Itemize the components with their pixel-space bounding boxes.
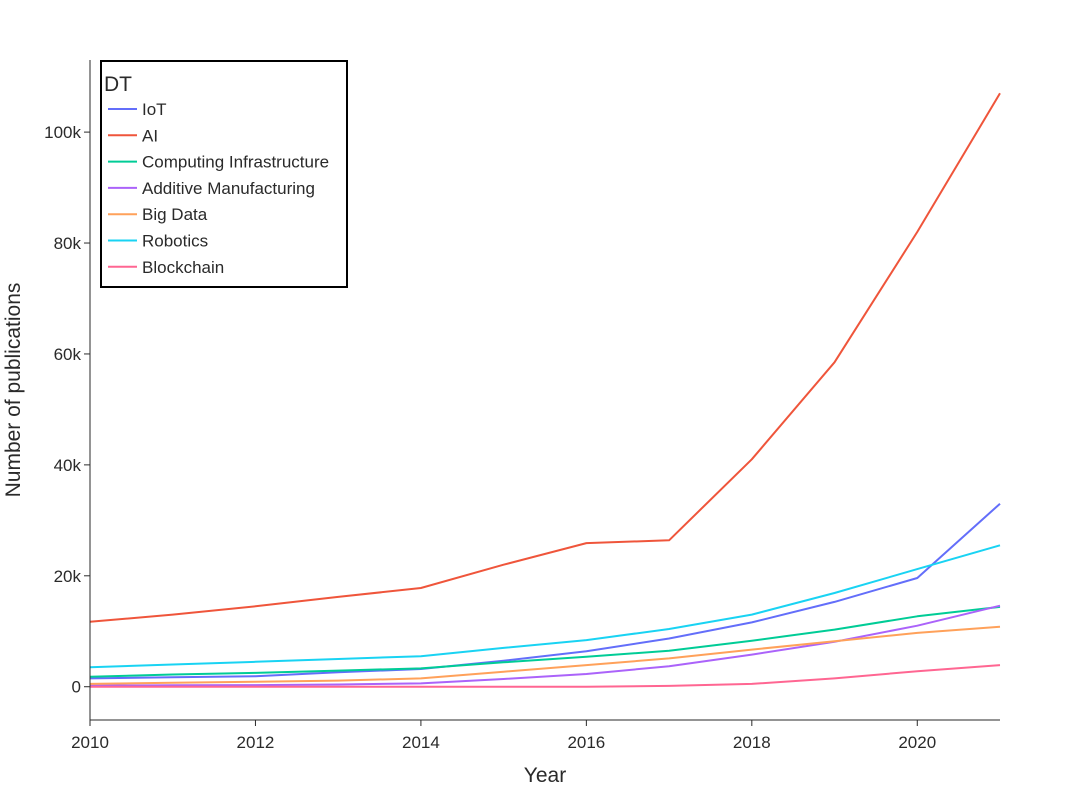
- series-line-iot: [89, 502, 1001, 680]
- legend-label-computing-infrastructure: Computing Infrastructure: [142, 153, 329, 172]
- x-axis-title: Year: [524, 764, 566, 787]
- x-tick-label: 2016: [567, 733, 605, 752]
- series-line-blockchain: [90, 664, 1001, 688]
- series-line-robotics: [89, 544, 1001, 669]
- series-line-big-data: [89, 625, 1001, 685]
- y-tick-label: 40k: [54, 456, 82, 475]
- x-tick-label: 2018: [733, 733, 771, 752]
- x-tick-label: 2012: [237, 733, 275, 752]
- y-tick-label: 60k: [54, 345, 82, 364]
- series-line-ai: [89, 92, 1001, 623]
- legend-label-big-data: Big Data: [142, 205, 208, 224]
- y-tick-label: 0: [72, 678, 81, 697]
- x-tick-label: 2014: [402, 733, 440, 752]
- series-line-computing-infrastructure: [89, 605, 1001, 678]
- legend-label-additive-manufacturing: Additive Manufacturing: [142, 179, 315, 198]
- axes: 0 20k 40k 60k 80k 100k 2010 2012 2014 2016 2018 202…: [44, 60, 1000, 752]
- legend-label-iot: IoT: [142, 100, 167, 119]
- plot-area: [89, 92, 1001, 688]
- y-tick-label: 80k: [54, 234, 82, 253]
- legend-label-ai: AI: [142, 126, 158, 145]
- legend-box: [100, 60, 348, 288]
- legend-label-robotics: Robotics: [142, 232, 208, 251]
- y-tick-label: 100k: [44, 123, 81, 142]
- y-tick-label: 20k: [54, 567, 82, 586]
- y-axis-title: Number of publications: [2, 283, 25, 498]
- legend: DT IoT AI Computing Infrastructure Additive …: [100, 60, 348, 288]
- legend-label-blockchain: Blockchain: [142, 258, 224, 277]
- legend-title: DT: [104, 73, 132, 96]
- x-tick-label: 2020: [898, 733, 936, 752]
- x-tick-label: 2010: [71, 733, 109, 752]
